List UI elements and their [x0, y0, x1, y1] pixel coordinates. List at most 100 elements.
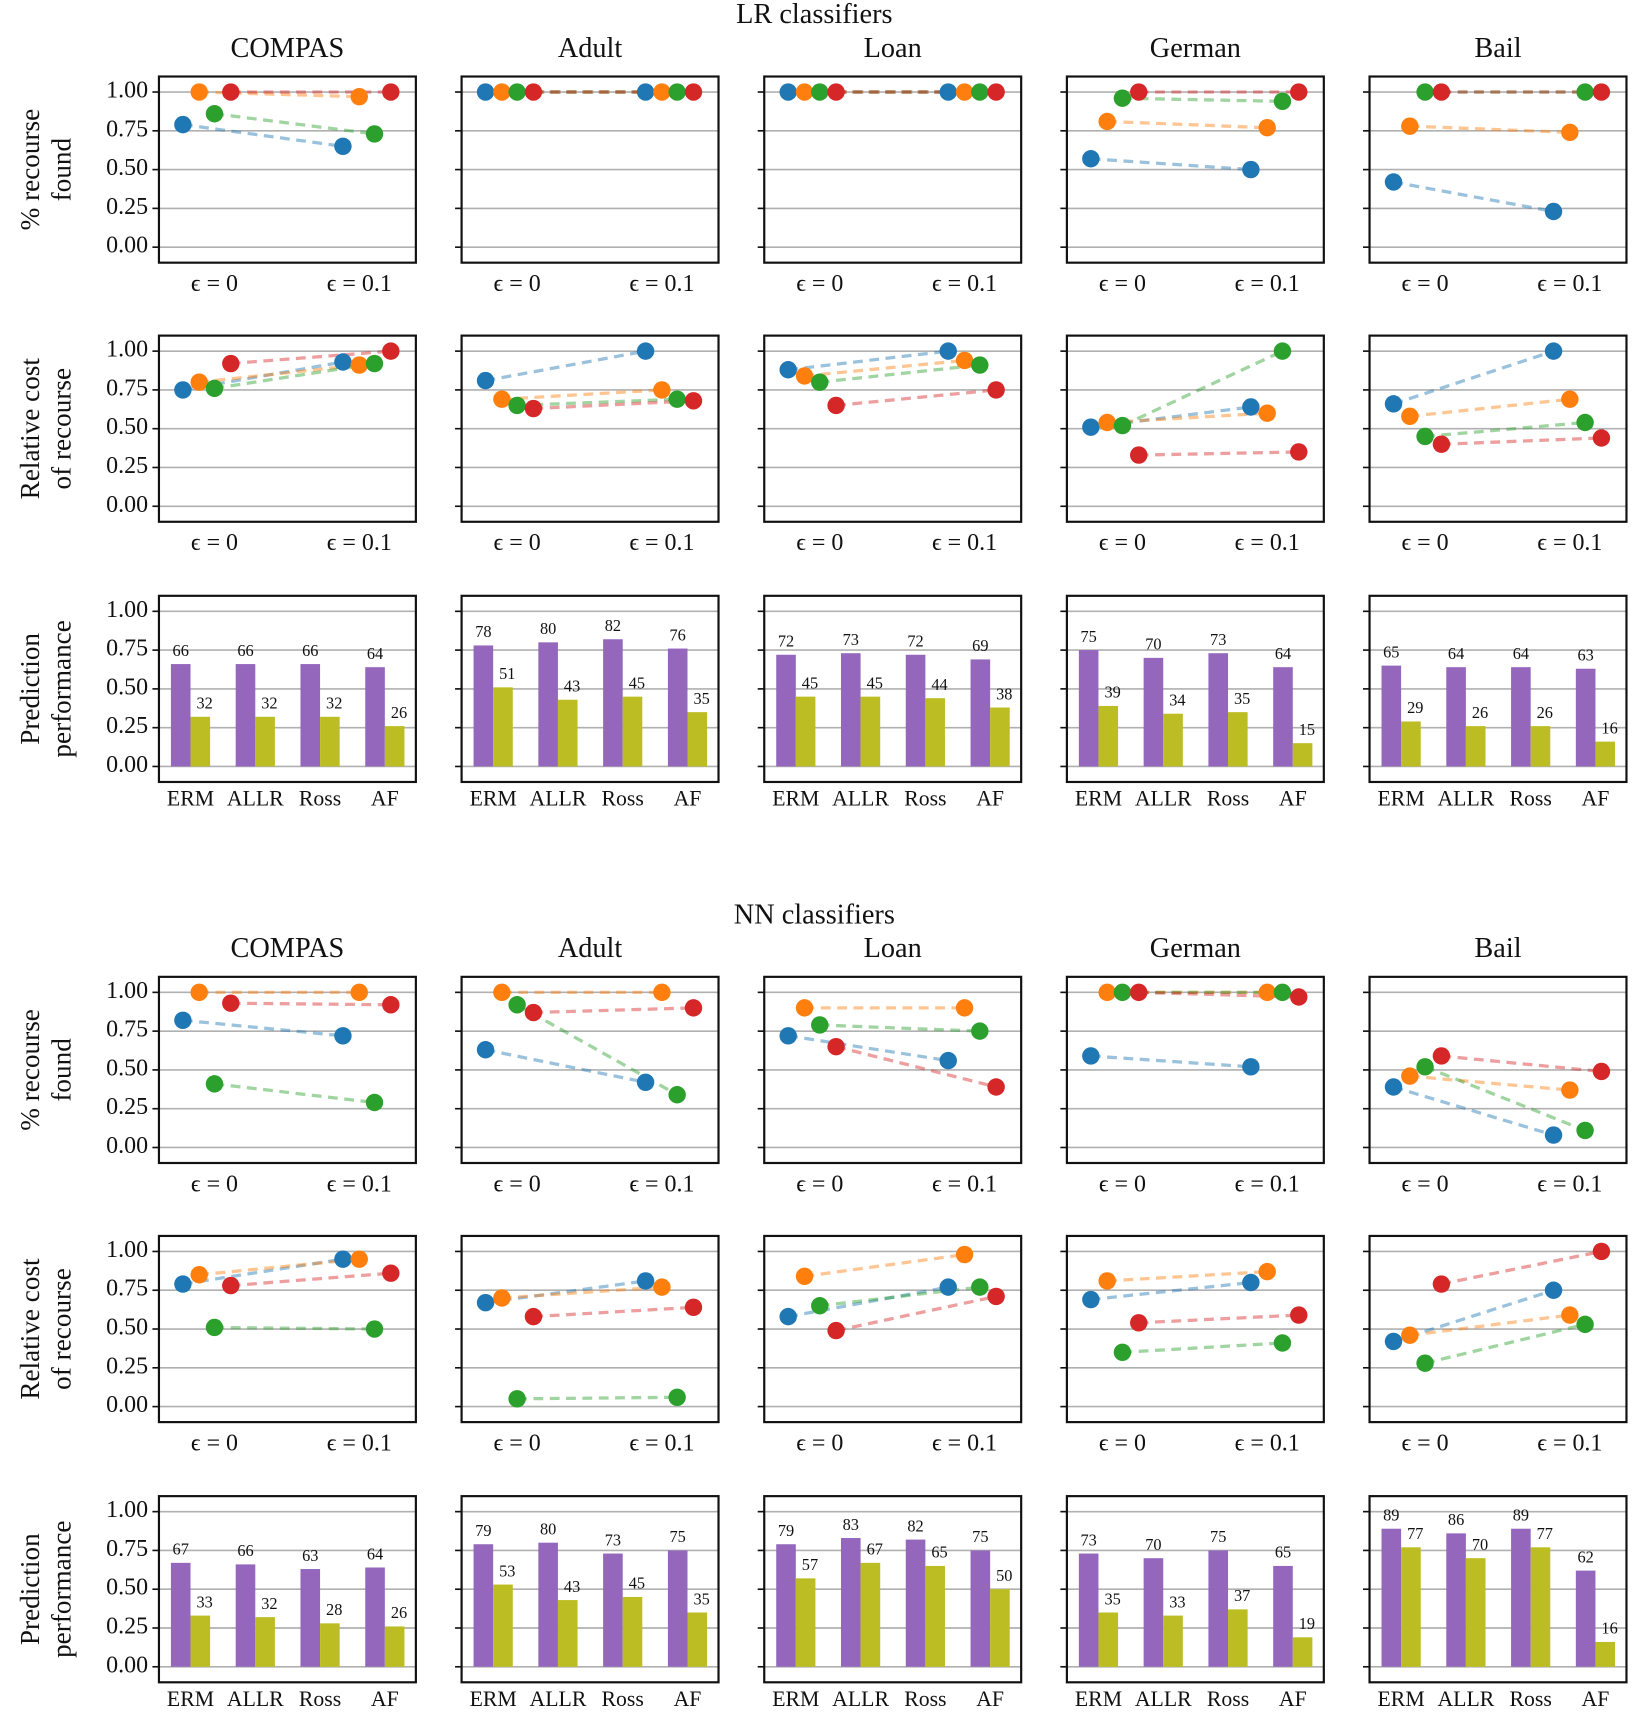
x-tick-label: ϵ = 0.1 [327, 1171, 392, 1197]
value-label: 39 [1104, 683, 1120, 702]
dot [955, 1245, 974, 1264]
axes-frame [1368, 975, 1628, 1165]
dashed-line [182, 1257, 344, 1286]
y-tick-label: 0.50 [106, 674, 148, 700]
dot [827, 396, 845, 415]
axes-frame [1368, 1495, 1628, 1684]
dot [636, 342, 655, 360]
bar [1208, 1550, 1229, 1667]
bar [538, 1542, 558, 1667]
x-tick-label: ALLR [1437, 1687, 1494, 1711]
dot [1273, 983, 1292, 1002]
y-tick-label: 0.75 [106, 375, 148, 401]
bar [687, 712, 708, 767]
dashed-line [819, 363, 980, 384]
dot [1432, 435, 1451, 453]
value-label: 83 [843, 1515, 859, 1534]
axes-frame [157, 594, 417, 784]
bar [795, 1578, 816, 1667]
dot [1130, 83, 1148, 101]
dot [955, 351, 974, 370]
value-label: 64 [367, 644, 383, 663]
x-tick-label: ϵ = 0 [1099, 1171, 1146, 1197]
dot [508, 83, 526, 101]
x-tick-label: ϵ = 0 [494, 1171, 541, 1197]
bar [235, 664, 256, 767]
dot [1561, 1306, 1579, 1324]
dot [1082, 1290, 1100, 1309]
dot [811, 83, 829, 101]
dot [1544, 342, 1563, 360]
dot [1098, 413, 1116, 432]
dashed-line [182, 1018, 344, 1038]
x-tick-label: Ross [1509, 786, 1551, 810]
value-label: 45 [629, 673, 645, 692]
bar [1143, 1558, 1164, 1667]
dot [1130, 1314, 1148, 1332]
dot [365, 1093, 384, 1112]
value-label: 67 [173, 1540, 189, 1559]
x-tick-label: ALLR [227, 786, 284, 810]
dot [1416, 1058, 1434, 1076]
x-tick-label: ϵ = 0.1 [327, 1430, 392, 1456]
dashed-line [199, 1257, 360, 1277]
dot [1130, 983, 1148, 1002]
y-axis-label: Prediction [15, 1533, 45, 1645]
value-label: 32 [326, 694, 342, 713]
dot [1561, 123, 1579, 142]
dashed-line [1107, 119, 1268, 130]
dashed-line [1424, 420, 1586, 439]
dataset-title: COMPAS [231, 33, 345, 64]
dot [1082, 1047, 1100, 1065]
x-tick-label: ϵ = 0 [191, 1430, 238, 1456]
dot [827, 1321, 845, 1340]
axes-frame [763, 975, 1023, 1165]
dashed-line [501, 388, 663, 401]
value-label: 79 [475, 1521, 491, 1540]
bar [190, 1615, 211, 1667]
dot [827, 1037, 845, 1056]
dashed-line [1424, 1322, 1586, 1365]
dot [955, 83, 974, 101]
x-tick-label: AF [674, 786, 702, 810]
x-tick-label: AF [1582, 786, 1610, 810]
value-label: 57 [802, 1555, 818, 1574]
dashed-line [1122, 96, 1283, 103]
x-tick-label: Ross [602, 1687, 644, 1711]
bar [860, 1562, 881, 1667]
value-label: 76 [670, 625, 686, 644]
group-title: NN classifiers [734, 899, 895, 930]
dot [174, 381, 192, 399]
x-tick-label: Ross [602, 786, 644, 810]
dot [1401, 1067, 1419, 1085]
value-label: 66 [302, 641, 318, 660]
dot [1384, 395, 1403, 413]
bar [1446, 1533, 1466, 1667]
y-tick-label: 1.00 [106, 78, 148, 104]
bar [905, 1539, 926, 1667]
x-tick-label: ϵ = 0 [796, 1171, 843, 1197]
dashed-line [1409, 1313, 1571, 1337]
dashed-line [819, 1023, 980, 1033]
dot [1576, 413, 1594, 432]
x-tick-label: ϵ = 0 [1099, 271, 1146, 297]
dot [971, 1022, 989, 1040]
y-axis-label: Relative cost [15, 1258, 45, 1400]
dot [1290, 988, 1308, 1006]
dot [1258, 983, 1276, 1002]
y-tick-label: 1.00 [106, 597, 148, 623]
dot [493, 83, 511, 101]
dot [350, 87, 368, 106]
dashed-line [787, 1034, 949, 1063]
x-tick-label: ϵ = 0.1 [932, 1430, 997, 1456]
bar [667, 1550, 688, 1667]
y-tick-label: 1.00 [106, 978, 148, 1004]
group-title: LR classifiers [736, 0, 892, 30]
value-label: 69 [972, 636, 988, 655]
dot [668, 83, 686, 101]
dot [811, 1016, 829, 1034]
bar [1078, 650, 1099, 767]
dot [1384, 1332, 1403, 1351]
dataset-title: Loan [864, 33, 922, 64]
x-tick-label: ϵ = 0.1 [1235, 271, 1300, 297]
